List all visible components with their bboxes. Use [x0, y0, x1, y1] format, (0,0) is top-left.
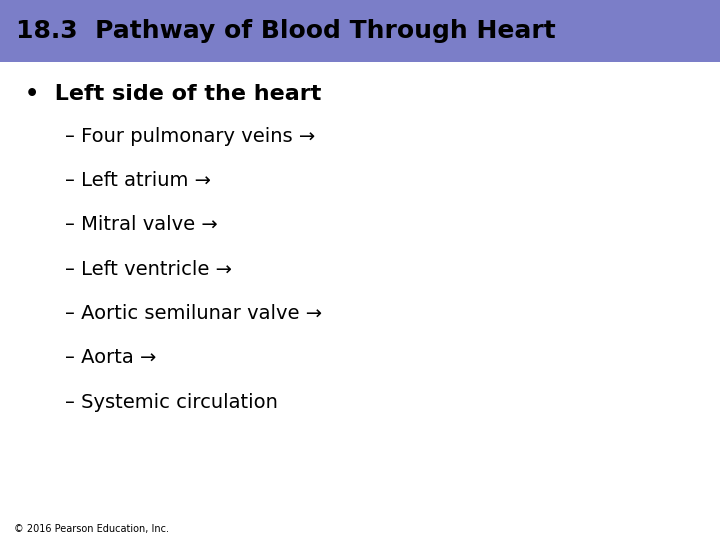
Text: •  Left side of the heart: • Left side of the heart	[25, 84, 322, 104]
Text: – Four pulmonary veins →: – Four pulmonary veins →	[65, 127, 315, 146]
Text: © 2016 Pearson Education, Inc.: © 2016 Pearson Education, Inc.	[14, 523, 169, 534]
Text: – Systemic circulation: – Systemic circulation	[65, 393, 278, 411]
Text: – Aortic semilunar valve →: – Aortic semilunar valve →	[65, 304, 322, 323]
Text: – Left atrium →: – Left atrium →	[65, 171, 211, 190]
Text: – Mitral valve →: – Mitral valve →	[65, 215, 217, 234]
Text: – Aorta →: – Aorta →	[65, 348, 156, 367]
Text: 18.3  Pathway of Blood Through Heart: 18.3 Pathway of Blood Through Heart	[16, 19, 556, 43]
Text: – Left ventricle →: – Left ventricle →	[65, 260, 232, 279]
Bar	[0, 0, 720, 62]
